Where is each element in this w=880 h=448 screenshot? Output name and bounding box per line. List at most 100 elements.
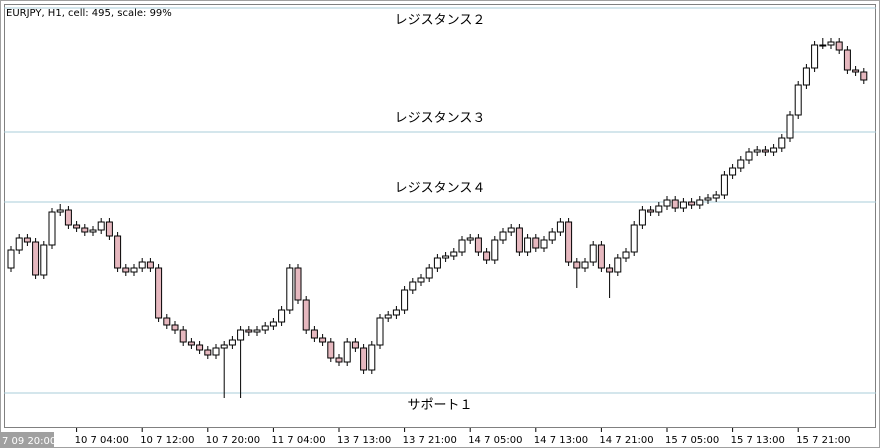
candle-body xyxy=(319,337,327,343)
candle-body xyxy=(237,329,245,341)
candle-body xyxy=(753,149,761,153)
candle-body xyxy=(302,299,310,331)
candle-body xyxy=(228,339,236,346)
candle-body xyxy=(843,49,851,71)
candle-body xyxy=(146,261,154,269)
candle-body xyxy=(655,205,663,213)
candle-body xyxy=(647,209,655,213)
candle-body xyxy=(491,239,499,261)
candle-body xyxy=(122,267,130,273)
level-label: レジスタンス４ xyxy=(395,181,486,196)
candle-body xyxy=(581,261,589,269)
candle-body xyxy=(171,324,179,331)
candle-body xyxy=(81,227,89,233)
candle-body xyxy=(515,227,523,253)
candle-body xyxy=(97,221,105,231)
candle-body xyxy=(417,277,425,283)
level-label: レジスタンス３ xyxy=(395,111,486,126)
candle-body xyxy=(458,239,466,253)
candle-body xyxy=(204,349,212,356)
candle-body xyxy=(614,257,622,273)
candle-body xyxy=(671,199,679,209)
plot-area xyxy=(4,4,876,428)
x-tick-label: 10 7 04:00 xyxy=(75,435,129,446)
candle-body xyxy=(433,257,441,269)
candle-body xyxy=(852,69,860,73)
x-tick-label: 15 7 21:00 xyxy=(796,435,850,446)
candle-body xyxy=(286,267,294,311)
candle-body xyxy=(163,317,171,326)
x-tick-label: 7 09 20:00 xyxy=(2,436,56,447)
candle-body xyxy=(360,347,368,371)
candle-body xyxy=(696,199,704,206)
candle-body xyxy=(64,209,72,226)
candle-body xyxy=(351,341,359,349)
x-tick-label: 15 7 05:00 xyxy=(665,435,719,446)
x-tick-label: 15 7 13:00 xyxy=(731,435,785,446)
candle-body xyxy=(384,314,392,319)
x-label-highlight xyxy=(0,432,54,448)
candle-body xyxy=(105,221,113,237)
candle-body xyxy=(89,229,97,233)
candle-body xyxy=(269,321,277,327)
candle-body xyxy=(278,309,286,323)
candle-body xyxy=(40,244,48,276)
candle-body xyxy=(483,251,491,261)
candle-body xyxy=(860,71,868,81)
chart-title: EURJPY, H1, cell: 495, scale: 99% xyxy=(6,8,172,19)
x-tick-label: 10 7 20:00 xyxy=(206,435,260,446)
level-label: レジスタンス２ xyxy=(395,13,486,28)
candle-body xyxy=(663,199,671,207)
candle-body xyxy=(73,224,81,229)
candle-body xyxy=(802,67,810,86)
candle-body xyxy=(155,267,163,319)
candle-body xyxy=(368,344,376,371)
candle-body xyxy=(630,224,638,253)
candle-body xyxy=(786,114,794,139)
x-tick-label: 13 7 21:00 xyxy=(403,435,457,446)
candle-body xyxy=(835,41,843,51)
candle-body xyxy=(474,237,482,253)
x-tick-label: 10 7 12:00 xyxy=(140,435,194,446)
candle-body xyxy=(622,251,630,259)
candle-body xyxy=(524,237,532,253)
candle-body xyxy=(392,309,400,316)
candle-body xyxy=(778,137,786,149)
candle-body xyxy=(688,201,696,206)
candle-body xyxy=(138,261,146,269)
candle-body xyxy=(376,317,384,346)
candle-body xyxy=(7,249,15,269)
candle-body xyxy=(499,231,507,241)
candle-body xyxy=(114,235,122,269)
x-tick-label: 14 7 13:00 xyxy=(534,435,588,446)
candle-body xyxy=(15,237,23,251)
candle-body xyxy=(23,237,31,243)
candle-body xyxy=(245,329,253,333)
level-label: サポート１ xyxy=(407,398,472,413)
candle-body xyxy=(48,211,56,246)
candle-body xyxy=(442,255,450,259)
candle-body xyxy=(56,209,64,213)
candle-body xyxy=(638,209,646,226)
candle-body xyxy=(794,84,802,116)
candle-body xyxy=(712,194,720,199)
candle-body xyxy=(32,241,40,276)
candle-body xyxy=(466,237,474,241)
candle-body xyxy=(811,44,819,69)
candle-body xyxy=(556,221,564,233)
candle-body xyxy=(597,244,605,269)
candle-body xyxy=(196,344,204,351)
candle-body xyxy=(548,231,556,241)
candle-body xyxy=(745,151,753,161)
candle-body xyxy=(294,267,302,301)
candle-body xyxy=(220,344,228,349)
candle-body xyxy=(335,357,343,363)
x-tick-label: 13 7 13:00 xyxy=(337,435,391,446)
x-tick-label: 14 7 21:00 xyxy=(599,435,653,446)
candle-body xyxy=(737,159,745,169)
candle-body xyxy=(425,267,433,279)
candle-body xyxy=(729,167,737,176)
candle-body xyxy=(401,289,409,311)
